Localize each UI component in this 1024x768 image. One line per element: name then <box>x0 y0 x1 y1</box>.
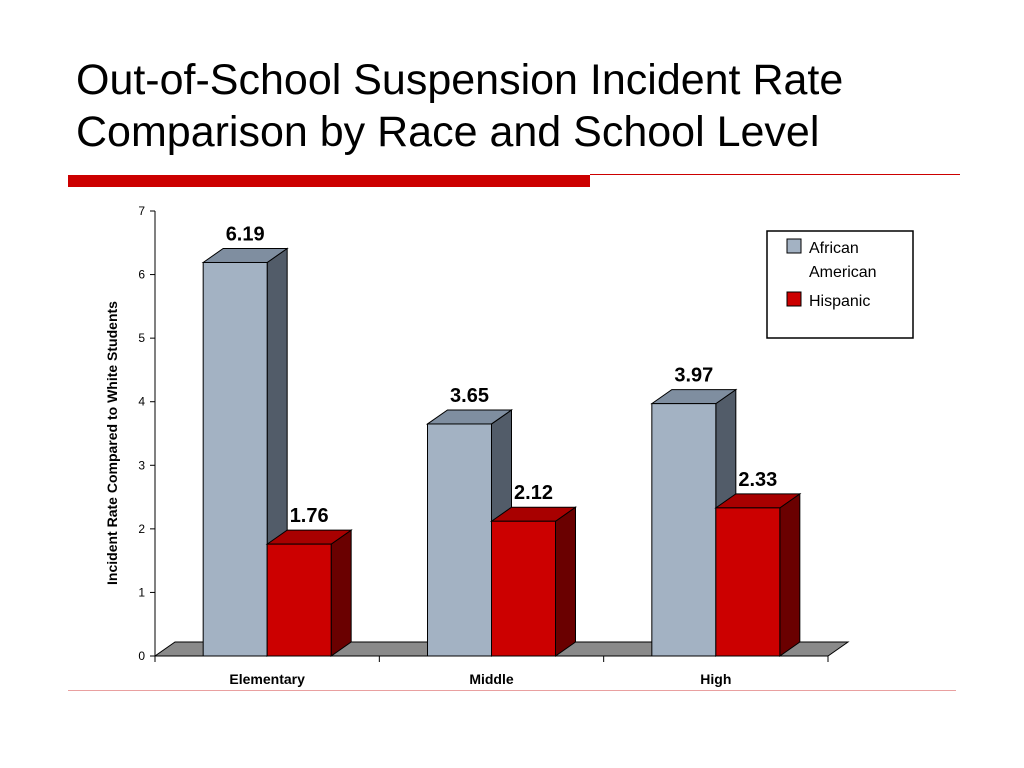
title-rule-thin <box>590 174 960 175</box>
bar-hispanic-middle <box>491 520 556 657</box>
legend-label-african-american-line-1: African <box>809 240 859 257</box>
bar-african-american-high <box>651 403 717 657</box>
y-tick-label: 7 <box>138 204 145 218</box>
bar-african-american-elementary <box>202 261 268 657</box>
slide-title-line-2: Comparison by Race and School Level <box>76 108 820 156</box>
data-label-african-american-middle: 3.65 <box>450 385 489 407</box>
y-tick-label: 6 <box>138 268 145 282</box>
y-tick-label: 3 <box>138 458 145 472</box>
bar-hispanic-elementary <box>266 543 332 657</box>
data-label-african-american-high: 3.97 <box>674 365 713 387</box>
slide-title: Out-of-School Suspension Incident Rate C… <box>76 54 976 158</box>
bar-hispanic-middle-side <box>555 506 576 657</box>
legend: African American Hispanic <box>766 230 914 339</box>
x-category-label: High <box>700 671 731 687</box>
slide-title-line-1: Out-of-School Suspension Incident Rate <box>76 56 844 104</box>
y-axis-title: Incident Rate Compared to White Students <box>104 301 120 585</box>
data-label-hispanic-high: 2.33 <box>738 469 777 491</box>
bar-hispanic-high-side <box>779 492 801 657</box>
data-label-african-american-elementary: 6.19 <box>226 223 265 245</box>
x-category-label: Elementary <box>229 671 305 687</box>
legend-label-hispanic: Hispanic <box>809 293 870 310</box>
bar-african-american-middle <box>427 423 492 657</box>
bar-hispanic-high <box>715 507 781 657</box>
y-tick-label: 0 <box>138 649 145 663</box>
data-label-hispanic-elementary: 1.76 <box>290 505 329 527</box>
x-category-label: Middle <box>469 671 514 687</box>
y-tick-label: 1 <box>138 585 145 599</box>
legend-label-african-american-line-2: American <box>809 264 877 281</box>
y-tick-label: 4 <box>138 395 145 409</box>
data-label-hispanic-middle: 2.12 <box>514 482 553 504</box>
bar-hispanic-elementary-side <box>330 529 352 657</box>
title-rule-thick <box>68 175 590 187</box>
y-tick-label: 5 <box>138 331 145 345</box>
legend-swatch-african-american <box>786 238 802 254</box>
footer-rule <box>68 690 956 691</box>
legend-swatch-hispanic <box>786 291 802 307</box>
y-tick-label: 2 <box>138 522 145 536</box>
